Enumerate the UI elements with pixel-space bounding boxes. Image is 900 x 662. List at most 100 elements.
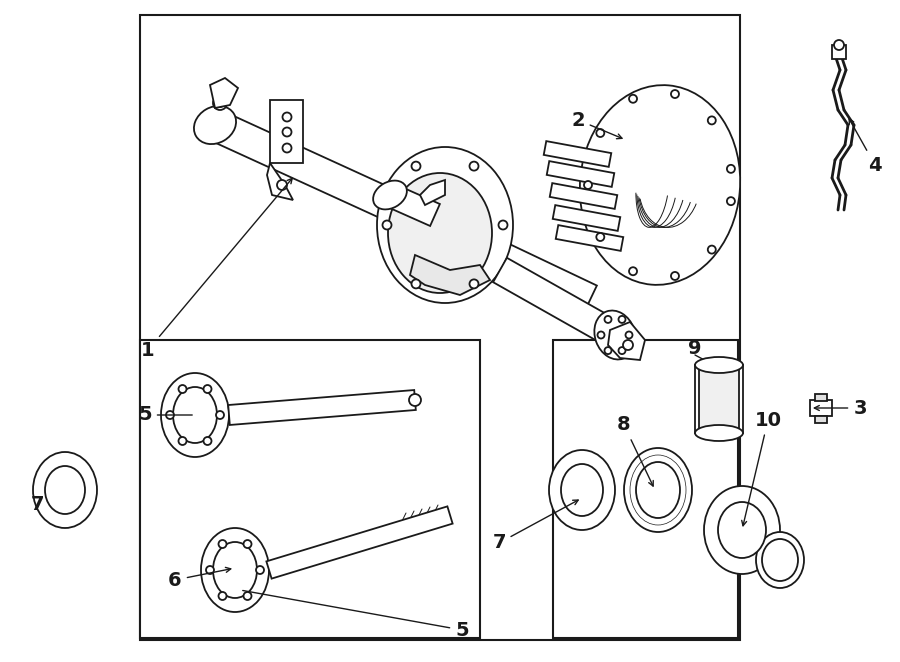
Ellipse shape — [718, 502, 766, 558]
Circle shape — [584, 181, 592, 189]
Circle shape — [605, 316, 611, 323]
Polygon shape — [544, 141, 611, 167]
Bar — [815, 416, 827, 423]
Bar — [810, 400, 832, 416]
Polygon shape — [208, 111, 397, 220]
Circle shape — [598, 332, 605, 338]
Circle shape — [671, 272, 679, 280]
Text: 6: 6 — [168, 567, 230, 589]
Bar — [699, 369, 739, 429]
Circle shape — [411, 279, 420, 289]
Ellipse shape — [580, 85, 740, 285]
Polygon shape — [210, 78, 238, 108]
Ellipse shape — [194, 106, 236, 144]
Circle shape — [178, 437, 186, 445]
Text: 3: 3 — [814, 399, 867, 418]
Bar — [815, 394, 827, 401]
Ellipse shape — [762, 539, 798, 581]
Text: 7: 7 — [492, 500, 578, 553]
Circle shape — [470, 162, 479, 171]
Bar — [832, 45, 846, 59]
Circle shape — [671, 90, 679, 98]
Ellipse shape — [388, 173, 492, 293]
Text: 7: 7 — [32, 495, 45, 514]
Polygon shape — [420, 180, 445, 205]
Circle shape — [206, 566, 214, 574]
Ellipse shape — [624, 448, 692, 532]
Text: 5: 5 — [139, 406, 193, 424]
Circle shape — [597, 233, 604, 241]
Circle shape — [203, 385, 212, 393]
Polygon shape — [266, 506, 453, 579]
Circle shape — [219, 592, 227, 600]
Circle shape — [283, 128, 292, 136]
Circle shape — [219, 540, 227, 548]
Polygon shape — [493, 258, 622, 347]
Circle shape — [382, 220, 392, 230]
Bar — [695, 365, 743, 433]
Ellipse shape — [636, 462, 680, 518]
Polygon shape — [410, 255, 490, 295]
Circle shape — [623, 340, 633, 350]
Circle shape — [283, 113, 292, 122]
Polygon shape — [229, 390, 416, 425]
Circle shape — [178, 385, 186, 393]
Circle shape — [411, 162, 420, 171]
Circle shape — [727, 165, 735, 173]
Text: 4: 4 — [849, 118, 882, 175]
Polygon shape — [555, 225, 624, 251]
Circle shape — [213, 96, 227, 110]
Circle shape — [283, 144, 292, 152]
Circle shape — [499, 220, 508, 230]
Ellipse shape — [161, 373, 229, 457]
Polygon shape — [546, 161, 615, 187]
Circle shape — [618, 347, 626, 354]
Ellipse shape — [377, 147, 513, 303]
Ellipse shape — [695, 425, 743, 441]
Text: 1: 1 — [141, 178, 292, 359]
Circle shape — [470, 279, 479, 289]
Polygon shape — [267, 163, 293, 200]
Circle shape — [409, 394, 421, 406]
Circle shape — [707, 246, 716, 254]
Text: 5: 5 — [243, 591, 469, 639]
Circle shape — [626, 332, 633, 338]
Polygon shape — [385, 184, 440, 226]
Ellipse shape — [756, 532, 804, 588]
Circle shape — [707, 117, 716, 124]
Circle shape — [834, 40, 844, 50]
Ellipse shape — [33, 452, 97, 528]
Text: 8: 8 — [617, 416, 653, 486]
Bar — [140, 340, 480, 638]
Polygon shape — [383, 191, 597, 314]
Circle shape — [256, 566, 264, 574]
Ellipse shape — [45, 466, 85, 514]
Circle shape — [244, 540, 251, 548]
Polygon shape — [550, 183, 617, 209]
Circle shape — [727, 197, 735, 205]
Text: 9: 9 — [688, 338, 702, 357]
Polygon shape — [270, 100, 303, 163]
Circle shape — [244, 592, 251, 600]
Circle shape — [203, 437, 212, 445]
Circle shape — [166, 411, 174, 419]
Circle shape — [629, 95, 637, 103]
Circle shape — [216, 99, 224, 107]
Ellipse shape — [561, 464, 603, 516]
Text: 10: 10 — [742, 410, 781, 526]
Ellipse shape — [695, 357, 743, 373]
Circle shape — [597, 129, 604, 137]
Ellipse shape — [201, 528, 269, 612]
Ellipse shape — [213, 542, 257, 598]
Circle shape — [605, 347, 611, 354]
Circle shape — [618, 316, 626, 323]
Text: 2: 2 — [572, 111, 622, 139]
Ellipse shape — [704, 486, 780, 574]
Polygon shape — [608, 322, 645, 360]
Circle shape — [216, 411, 224, 419]
Ellipse shape — [594, 310, 635, 359]
Circle shape — [277, 180, 287, 190]
Polygon shape — [553, 205, 620, 231]
Ellipse shape — [374, 181, 407, 209]
Ellipse shape — [549, 450, 615, 530]
